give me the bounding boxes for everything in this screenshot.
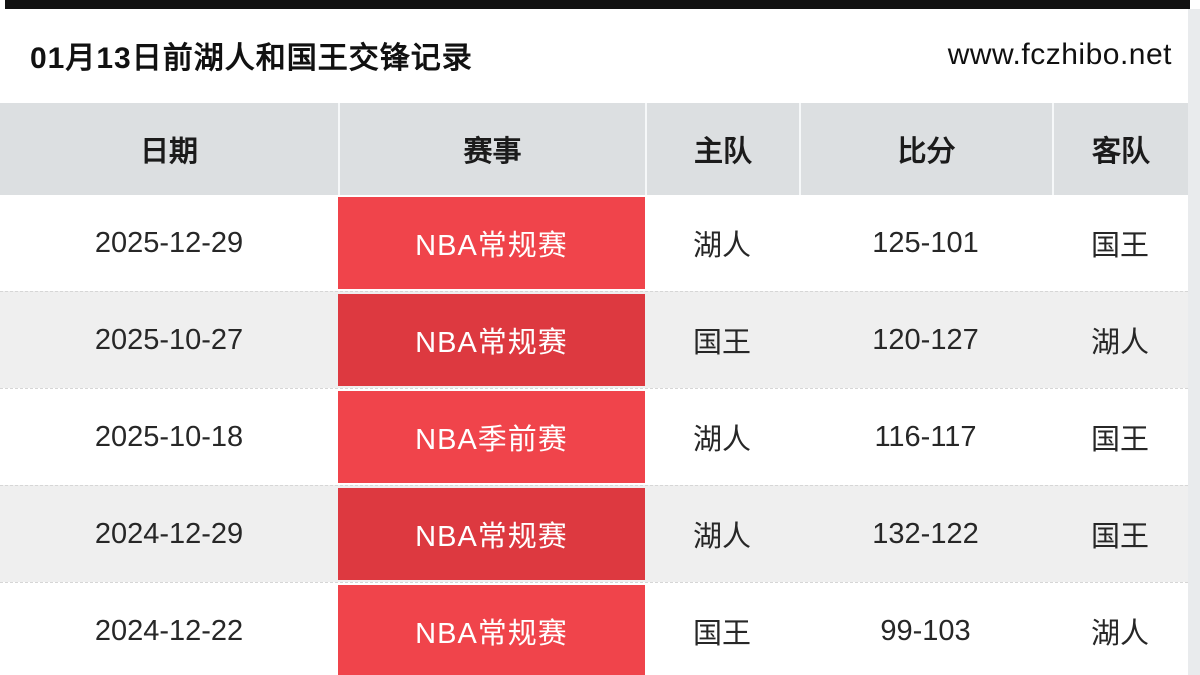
header-home: 主队	[645, 103, 799, 195]
cell-date: 2025-10-27	[94, 323, 244, 356]
scrollbar-track[interactable]	[1187, 9, 1200, 675]
header-score: 比分	[799, 103, 1052, 195]
cell-score: 116-117	[874, 420, 977, 453]
cell-away-team: 国王	[1090, 230, 1149, 262]
event-badge: NBA常规赛	[338, 585, 645, 675]
event-badge: NBA季前赛	[338, 391, 645, 483]
site-url-link[interactable]: www.fczhibo.net	[947, 37, 1172, 71]
cell-away-team: 湖人	[1090, 618, 1149, 650]
event-badge: NBA常规赛	[338, 294, 645, 386]
cell-away-team: 国王	[1090, 521, 1149, 553]
event-badge: NBA常规赛	[338, 197, 645, 289]
cell-score: 125-101	[872, 226, 979, 259]
cell-home-team: 湖人	[692, 521, 751, 553]
cell-date: 2024-12-29	[94, 517, 244, 550]
table-row: 2025-10-27 NBA常规赛 国王 120-127 湖人	[0, 291, 1188, 388]
table-header-row: 日期 赛事 主队 比分 客队	[0, 103, 1188, 195]
cell-away-team: 湖人	[1090, 327, 1149, 359]
table-body: 2025-12-29 NBA常规赛 湖人 125-101 国王 2025-10-…	[0, 195, 1188, 675]
cell-home-team: 国王	[692, 618, 751, 650]
cell-event: NBA常规赛	[338, 195, 645, 291]
table-row: 2024-12-29 NBA常规赛 湖人 132-122 国王	[0, 485, 1188, 582]
cell-date: 2025-10-18	[94, 420, 244, 453]
cell-score: 132-122	[872, 517, 979, 550]
header-date: 日期	[139, 136, 198, 168]
h2h-table: 日期 赛事 主队 比分 客队 2025-12-29 NBA常规赛 湖人 125-…	[0, 103, 1188, 675]
table-row: 2025-12-29 NBA常规赛 湖人 125-101 国王	[0, 195, 1188, 291]
event-badge: NBA常规赛	[338, 488, 645, 580]
title-bar: 01月13日前湖人和国王交锋记录 www.fczhibo.net	[0, 9, 1188, 100]
cell-score: 120-127	[872, 323, 979, 356]
cell-score: 99-103	[880, 614, 971, 647]
cell-event: NBA常规赛	[338, 583, 645, 675]
table-row: 2025-10-18 NBA季前赛 湖人 116-117 国王	[0, 388, 1188, 485]
cell-home-team: 湖人	[692, 424, 751, 456]
cell-away-team: 国王	[1090, 424, 1149, 456]
cell-date: 2024-12-22	[94, 614, 244, 647]
page-title: 01月13日前湖人和国王交锋记录	[30, 41, 473, 75]
table-row: 2024-12-22 NBA常规赛 国王 99-103 湖人	[0, 582, 1188, 675]
header-event: 赛事	[338, 103, 645, 195]
cell-home-team: 国王	[692, 327, 751, 359]
top-black-bar	[5, 0, 1190, 9]
cell-event: NBA常规赛	[338, 486, 645, 582]
cell-date: 2025-12-29	[94, 226, 244, 259]
cell-event: NBA常规赛	[338, 292, 645, 388]
cell-event: NBA季前赛	[338, 389, 645, 485]
cell-home-team: 湖人	[692, 230, 751, 262]
header-away: 客队	[1052, 103, 1188, 195]
